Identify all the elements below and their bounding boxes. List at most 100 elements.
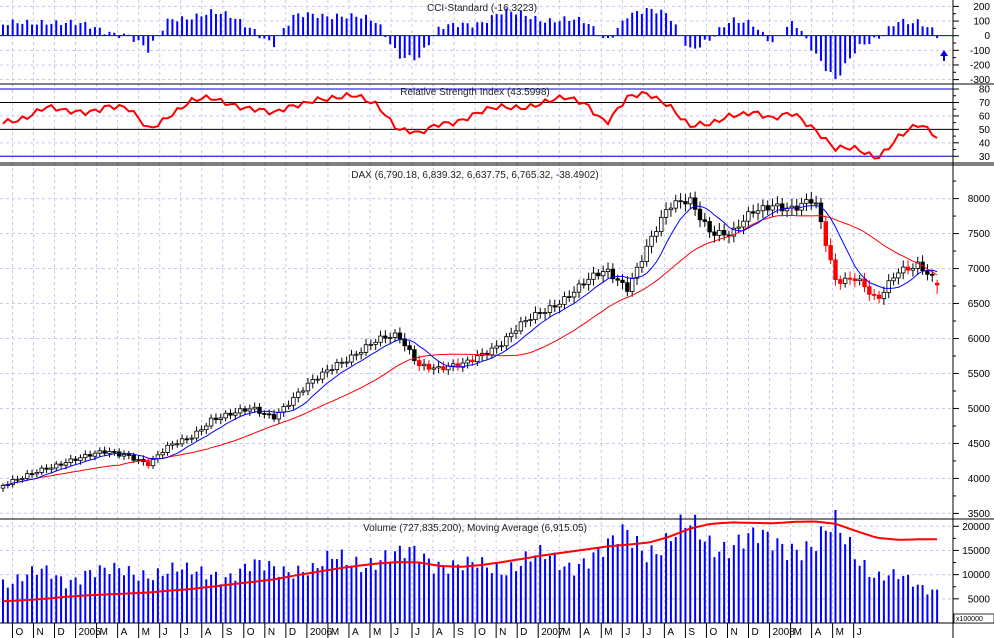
candle-up	[668, 207, 674, 211]
candle-up	[97, 450, 102, 454]
candle-up	[547, 305, 553, 313]
candle-down	[697, 208, 703, 221]
x-tick-label: A	[352, 627, 359, 638]
candle-down	[809, 199, 814, 204]
candle-up	[639, 261, 645, 268]
candle-down	[818, 202, 824, 223]
candle-up	[83, 454, 88, 459]
x-tick-label: M	[604, 627, 612, 638]
x-tick-label: M	[562, 627, 570, 638]
candle-up	[349, 354, 354, 363]
candle-up	[305, 382, 311, 392]
candle-up	[175, 443, 180, 446]
candle-down	[73, 458, 78, 461]
candle-down	[852, 278, 858, 282]
candle-up	[15, 478, 20, 481]
y-tick-label: 7000	[968, 264, 991, 275]
candle-down	[417, 360, 422, 367]
candle-up	[654, 231, 659, 237]
y-tick-label: 60	[979, 111, 991, 122]
y-tick-label: 20000	[962, 522, 990, 533]
candle-up	[136, 459, 141, 461]
x-tick-label: A	[583, 627, 590, 638]
candle-up	[910, 267, 916, 271]
volume-unit-box	[953, 613, 994, 624]
candle-up	[518, 321, 524, 332]
candle-up	[223, 412, 228, 419]
candle-up	[634, 266, 640, 279]
candle-down	[847, 277, 853, 280]
x-tick-label: M	[142, 627, 150, 638]
candle-up	[92, 452, 98, 457]
candle-down	[538, 312, 543, 314]
y-tick-label: 7500	[968, 229, 991, 240]
candle-down	[862, 278, 867, 288]
candle-up	[315, 378, 320, 381]
candle-up	[513, 330, 519, 334]
candle-down	[228, 412, 233, 416]
candle-down	[145, 461, 151, 467]
candle-up	[286, 404, 291, 407]
candle-down	[567, 296, 572, 299]
candle-up	[915, 261, 920, 269]
candle-up	[465, 359, 470, 364]
x-tick-label: J	[394, 627, 399, 638]
y-tick-label: 6500	[968, 299, 991, 310]
volume-panel	[2, 509, 939, 623]
x-tick-label: O	[247, 627, 255, 638]
x-tick-label: N	[36, 627, 43, 638]
candle-up	[208, 417, 214, 427]
candle-up	[373, 341, 378, 345]
x-tick-label: D	[752, 627, 759, 638]
y-tick-label: 30	[979, 152, 991, 163]
ma-slow-line	[2, 214, 938, 486]
x-tick-label: 2007	[541, 627, 564, 638]
y-tick-label: 3500	[968, 509, 991, 520]
candle-up	[731, 227, 737, 237]
candle-up	[160, 452, 165, 456]
candle-down	[707, 221, 712, 233]
x-tick-label: N	[268, 627, 275, 638]
candle-up	[34, 472, 40, 475]
candle-up	[320, 371, 325, 380]
candle-up	[121, 454, 127, 457]
y-tick-label: 4500	[968, 439, 991, 450]
candle-up	[600, 271, 606, 277]
candle-up	[673, 200, 678, 209]
candle-down	[271, 413, 277, 420]
ma-fast-line	[2, 205, 938, 486]
candle-up	[533, 312, 538, 320]
x-tick-label: A	[205, 627, 212, 638]
x-tick-label: N	[499, 627, 506, 638]
x-tick-label: M	[794, 627, 802, 638]
candle-up	[886, 280, 891, 293]
candle-up	[576, 283, 582, 293]
candle-up	[630, 277, 635, 292]
candle-up	[489, 347, 495, 356]
candle-up	[542, 312, 548, 314]
rsi-title: Relative Strength Index (43.5998)	[400, 87, 550, 98]
candle-down	[615, 278, 620, 281]
candle-down	[925, 270, 930, 275]
candle-up	[523, 320, 528, 323]
x-tick-label: J	[184, 627, 189, 638]
y-tick-label: -200	[970, 60, 990, 71]
candle-down	[552, 305, 557, 308]
candle-up	[189, 437, 194, 440]
candle-down	[702, 219, 707, 222]
candle-down	[934, 282, 940, 286]
y-tick-label: 80	[979, 85, 991, 96]
candle-down	[823, 221, 828, 246]
candle-down	[58, 463, 64, 466]
y-tick-label: 50	[979, 125, 991, 136]
candle-up	[358, 351, 364, 355]
candle-up	[842, 277, 848, 284]
y-tick-label: -100	[970, 46, 990, 57]
candle-up	[746, 211, 751, 222]
y-tick-label: 0	[984, 31, 990, 42]
candle-up	[387, 337, 393, 339]
candle-up	[901, 266, 906, 274]
candle-up	[717, 230, 722, 236]
candle-down	[833, 259, 838, 280]
cci-title: CCI-Standard (-16.3223)	[427, 3, 537, 14]
